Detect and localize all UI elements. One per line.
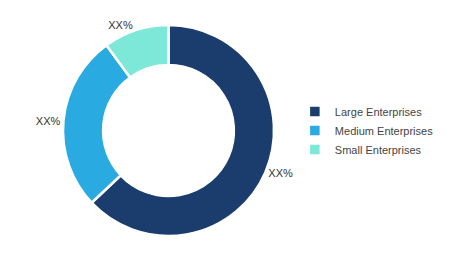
svg-text:XX%: XX% — [36, 115, 61, 127]
svg-text:XX%: XX% — [268, 167, 293, 179]
svg-text:XX%: XX% — [108, 19, 133, 31]
svg-text:Medium Enterprises: Medium Enterprises — [335, 125, 433, 137]
svg-text:Large Enterprises: Large Enterprises — [335, 106, 422, 118]
svg-text:Small Enterprises: Small Enterprises — [335, 144, 422, 156]
